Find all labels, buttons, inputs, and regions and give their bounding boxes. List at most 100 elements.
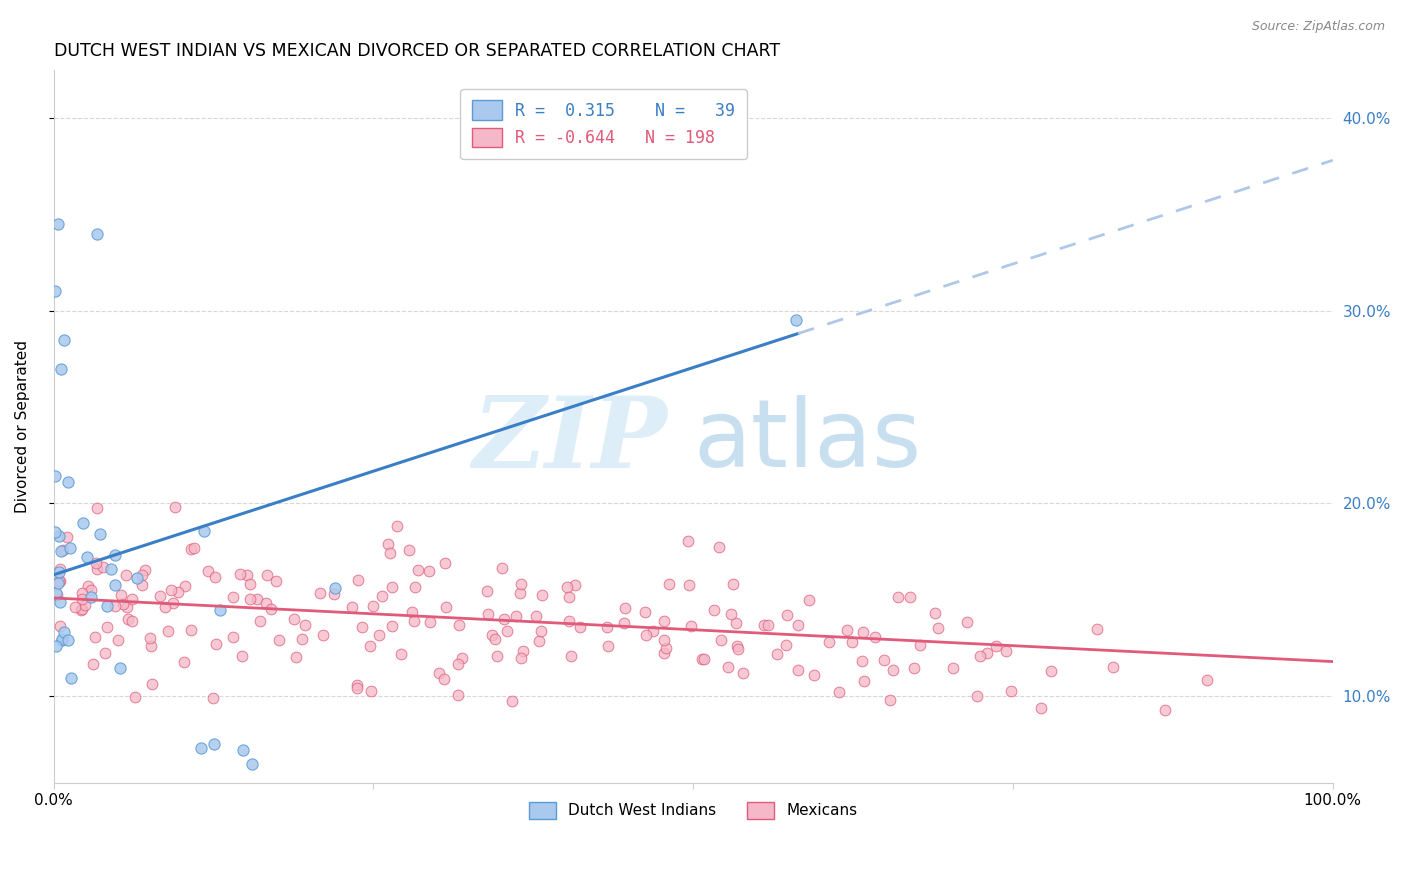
Point bbox=[291, 632, 314, 646]
Point bbox=[510, 650, 533, 665]
Point bbox=[613, 601, 636, 615]
Point bbox=[676, 534, 699, 549]
Point bbox=[72, 586, 94, 600]
Point bbox=[882, 664, 904, 678]
Point bbox=[59, 671, 82, 685]
Point bbox=[190, 741, 212, 756]
Point bbox=[283, 611, 305, 625]
Point bbox=[501, 694, 523, 708]
Point bbox=[311, 628, 333, 642]
Point bbox=[486, 648, 509, 663]
Point bbox=[1031, 701, 1053, 715]
Point bbox=[636, 628, 658, 642]
Point bbox=[340, 600, 363, 615]
Point bbox=[404, 614, 426, 628]
Point bbox=[232, 743, 254, 757]
Text: Source: ZipAtlas.com: Source: ZipAtlas.com bbox=[1251, 20, 1385, 33]
Point bbox=[45, 639, 67, 653]
Point bbox=[58, 633, 80, 648]
Point bbox=[84, 630, 107, 644]
Point bbox=[371, 589, 394, 603]
Point bbox=[254, 596, 277, 610]
Point bbox=[80, 591, 103, 605]
Point bbox=[359, 639, 381, 653]
Point bbox=[110, 588, 132, 602]
Point bbox=[96, 599, 118, 614]
Point bbox=[56, 530, 79, 544]
Point bbox=[104, 548, 127, 562]
Point bbox=[766, 647, 789, 661]
Point bbox=[86, 501, 108, 516]
Point bbox=[236, 568, 259, 582]
Point bbox=[89, 527, 111, 541]
Point bbox=[841, 634, 863, 648]
Point bbox=[156, 624, 179, 638]
Point bbox=[231, 649, 253, 664]
Point bbox=[568, 620, 591, 634]
Point bbox=[367, 628, 389, 642]
Point bbox=[1195, 673, 1218, 687]
Point bbox=[560, 649, 582, 664]
Point bbox=[139, 639, 162, 653]
Point bbox=[529, 633, 551, 648]
Point bbox=[652, 614, 675, 628]
Point bbox=[346, 678, 368, 692]
Point bbox=[898, 591, 921, 605]
Point bbox=[634, 605, 657, 619]
Point bbox=[239, 577, 262, 591]
Point bbox=[256, 568, 278, 582]
Point bbox=[197, 564, 219, 578]
Point bbox=[509, 586, 531, 600]
Point bbox=[655, 640, 678, 655]
Point bbox=[995, 643, 1018, 657]
Point bbox=[49, 595, 72, 609]
Point bbox=[91, 559, 114, 574]
Point bbox=[160, 582, 183, 597]
Text: ZIP: ZIP bbox=[472, 392, 668, 489]
Point bbox=[294, 618, 316, 632]
Point bbox=[59, 541, 82, 555]
Text: DUTCH WEST INDIAN VS MEXICAN DIVORCED OR SEPARATED CORRELATION CHART: DUTCH WEST INDIAN VS MEXICAN DIVORCED OR… bbox=[53, 42, 780, 60]
Point bbox=[115, 599, 138, 614]
Point bbox=[352, 620, 374, 634]
Point bbox=[863, 630, 886, 644]
Point bbox=[361, 599, 384, 613]
Point bbox=[969, 648, 991, 663]
Point bbox=[817, 634, 839, 648]
Point bbox=[966, 689, 988, 703]
Point bbox=[115, 568, 138, 582]
Point bbox=[125, 571, 148, 585]
Point bbox=[491, 561, 513, 575]
Point bbox=[505, 608, 527, 623]
Point bbox=[96, 620, 118, 634]
Point bbox=[558, 591, 581, 605]
Point bbox=[285, 649, 308, 664]
Point bbox=[222, 630, 245, 644]
Point bbox=[451, 650, 474, 665]
Point bbox=[1040, 664, 1063, 678]
Point bbox=[70, 601, 93, 615]
Point bbox=[79, 583, 101, 598]
Point bbox=[84, 556, 107, 570]
Point bbox=[641, 624, 664, 638]
Point bbox=[434, 556, 457, 570]
Point bbox=[927, 621, 949, 635]
Point bbox=[49, 619, 72, 633]
Point bbox=[53, 624, 76, 639]
Point bbox=[492, 612, 515, 626]
Point bbox=[86, 227, 108, 241]
Point bbox=[180, 541, 202, 556]
Point bbox=[681, 618, 703, 632]
Point bbox=[46, 588, 69, 602]
Point bbox=[51, 632, 73, 647]
Point bbox=[385, 518, 408, 533]
Point bbox=[249, 614, 271, 628]
Point bbox=[512, 643, 534, 657]
Point bbox=[49, 361, 72, 376]
Point bbox=[596, 639, 619, 653]
Point bbox=[48, 529, 70, 543]
Point bbox=[179, 623, 201, 637]
Point bbox=[45, 586, 67, 600]
Point bbox=[446, 688, 468, 702]
Point bbox=[104, 599, 127, 613]
